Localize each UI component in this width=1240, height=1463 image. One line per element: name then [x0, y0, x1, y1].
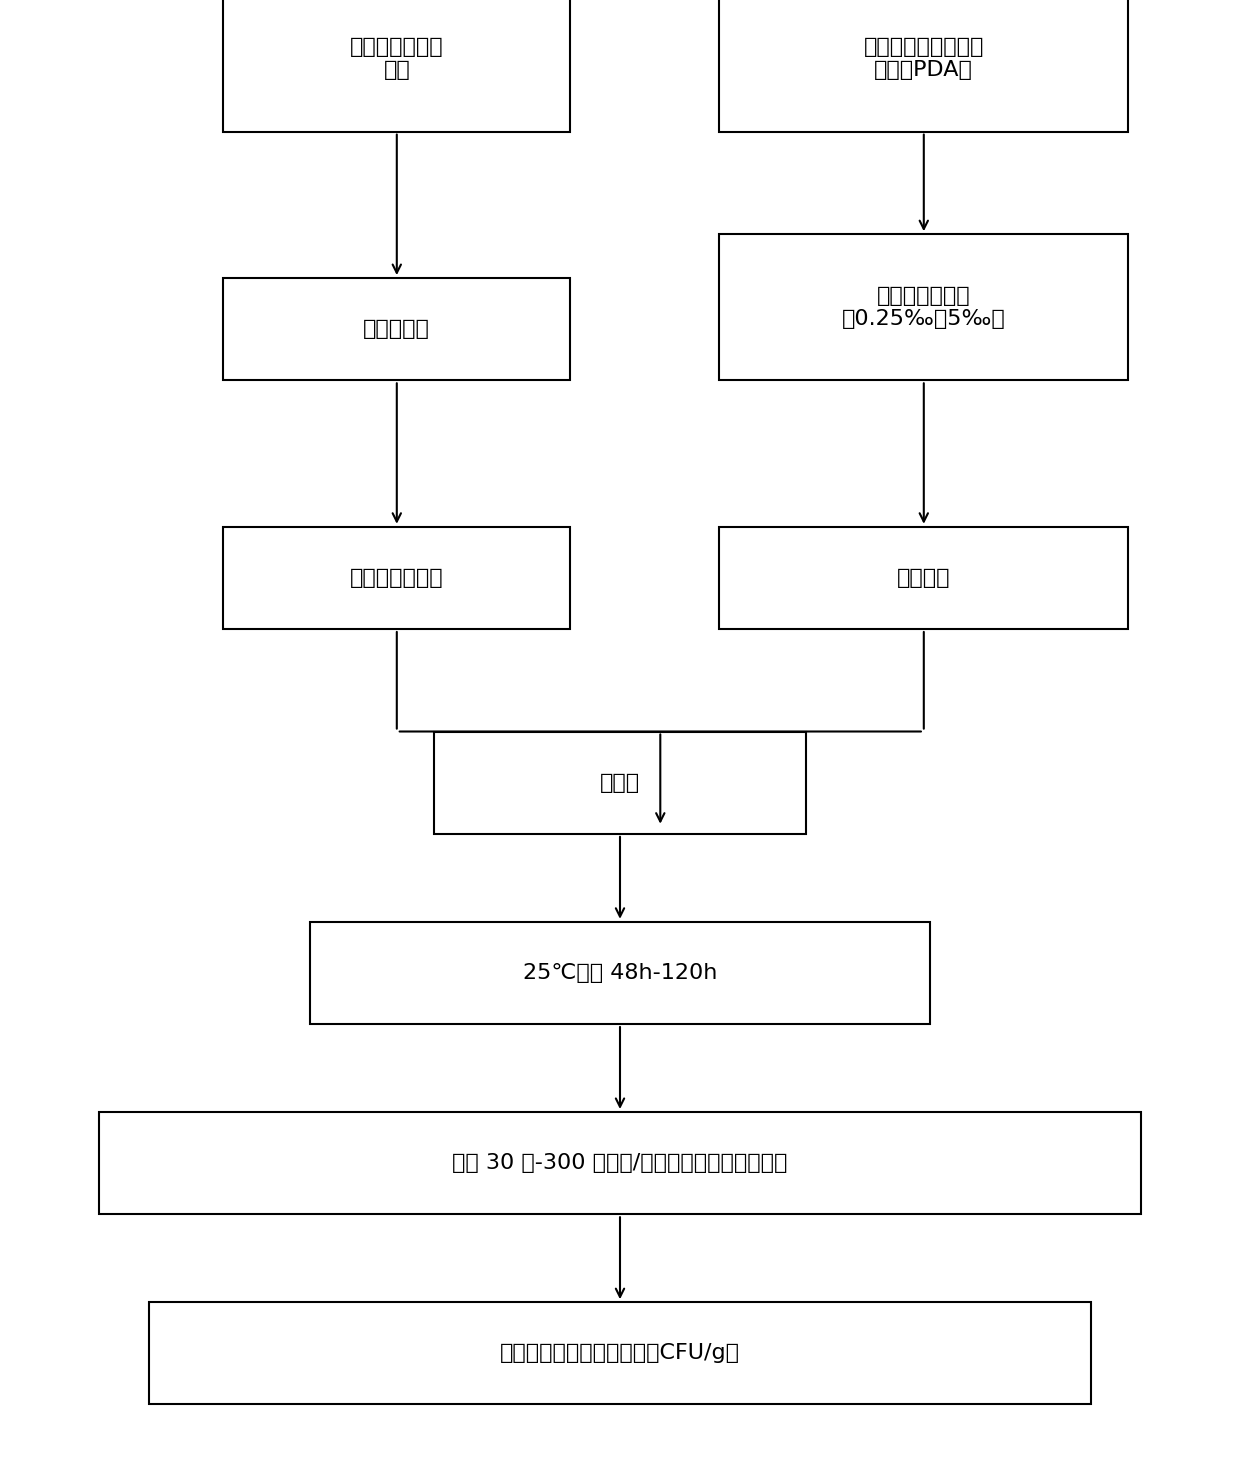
Text: 25℃培养 48h-120h: 25℃培养 48h-120h — [523, 963, 717, 983]
FancyBboxPatch shape — [99, 1112, 1141, 1214]
Text: 计算样品中的活孢子含量（CFU/g）: 计算样品中的活孢子含量（CFU/g） — [500, 1343, 740, 1364]
FancyBboxPatch shape — [719, 527, 1128, 629]
FancyBboxPatch shape — [223, 278, 570, 380]
Text: 梯度孢子悬浮液: 梯度孢子悬浮液 — [350, 568, 444, 588]
Text: 带药平板: 带药平板 — [897, 568, 951, 588]
FancyBboxPatch shape — [149, 1302, 1091, 1404]
FancyBboxPatch shape — [434, 732, 806, 834]
FancyBboxPatch shape — [719, 0, 1128, 132]
FancyBboxPatch shape — [719, 234, 1128, 380]
Text: 适宜该菌生长的培养
基（如PDA）: 适宜该菌生长的培养 基（如PDA） — [863, 37, 985, 80]
FancyBboxPatch shape — [310, 922, 930, 1024]
Text: 选择 30 个-300 个菌落/皿的稀释度平板进行计数: 选择 30 个-300 个菌落/皿的稀释度平板进行计数 — [453, 1153, 787, 1173]
Text: 无菌水稀释: 无菌水稀释 — [363, 319, 430, 339]
FancyBboxPatch shape — [223, 0, 570, 132]
Text: 涂平板: 涂平板 — [600, 772, 640, 793]
FancyBboxPatch shape — [223, 527, 570, 629]
Text: 真菌微生物农药
称样: 真菌微生物农药 称样 — [350, 37, 444, 80]
Text: 加入脱氧胆酸钠
（0.25‰～5‰）: 加入脱氧胆酸钠 （0.25‰～5‰） — [842, 285, 1006, 329]
